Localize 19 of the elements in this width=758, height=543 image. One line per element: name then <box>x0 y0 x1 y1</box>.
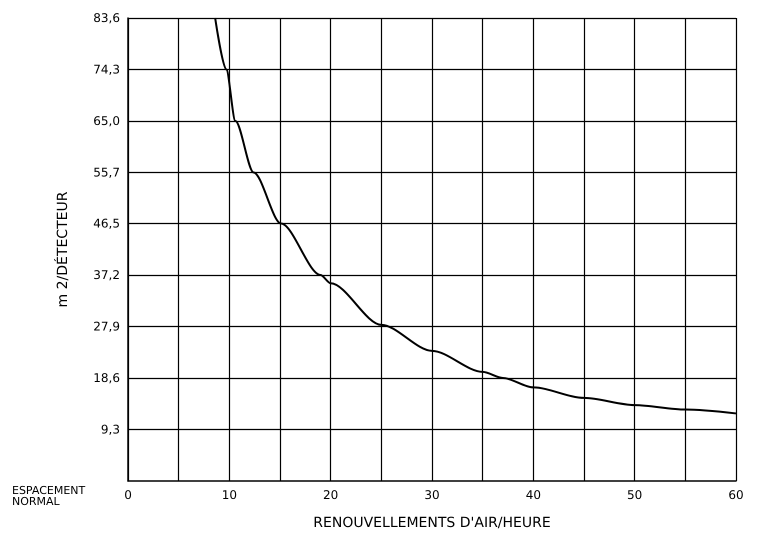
y-tick-label: 83,6 <box>93 11 120 25</box>
y-tick-label: 55,7 <box>93 166 120 180</box>
y-tick-label: 65,0 <box>93 114 120 128</box>
x-tick-label: 60 <box>728 488 744 502</box>
y-axis-title: m 2/DÉTECTEUR <box>54 191 71 308</box>
y-tick-label: 27,9 <box>93 319 120 334</box>
x-tick-label: 0 <box>124 488 132 502</box>
x-tick-label: 40 <box>526 488 541 502</box>
x-tick-label: 30 <box>424 488 440 502</box>
y-tick-label: 37,2 <box>93 268 120 282</box>
y-tick-label: 9,3 <box>100 422 120 436</box>
x-tick-label: 50 <box>627 488 642 502</box>
x-tick-label: 10 <box>222 488 237 502</box>
x-tick-label: 20 <box>323 488 338 502</box>
x-axis-title: RENOUVELLEMENTS D'AIR/HEURE <box>313 515 551 531</box>
y-tick-label: 74,3 <box>93 62 120 77</box>
y-tick-label: 46,5 <box>93 216 120 230</box>
y-tick-label: 18,6 <box>93 370 120 385</box>
text: ESPACEMENT NORMAL <box>12 484 86 508</box>
